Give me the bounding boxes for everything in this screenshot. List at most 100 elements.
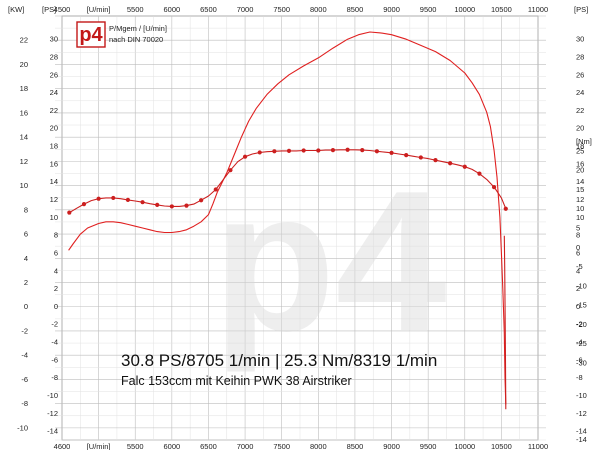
y-kw-tick-label: 16 — [20, 108, 28, 117]
y-ps-right-tick-label: 30 — [576, 35, 584, 44]
x-tick-label-bottom: 9500 — [420, 442, 437, 450]
x-tick-label-bottom: 7500 — [273, 442, 290, 450]
y-nm-tick-label: 5 — [576, 224, 580, 233]
torque-marker — [184, 203, 189, 208]
y-ps-left-tick-label: 18 — [50, 142, 58, 151]
y-ps-left-tick-label: 2 — [54, 284, 58, 293]
y-ps-right-tick-label: 26 — [576, 70, 584, 79]
x-tick-label-top: 4500 — [54, 5, 71, 14]
y-ps-right-tick-label: 12 — [576, 195, 584, 204]
y-nm-tick-label: -15 — [576, 301, 587, 310]
y-ps-right-tick-label: 2 — [576, 284, 580, 293]
x-tick-label-bottom: 10000 — [454, 442, 475, 450]
y-kw-tick-label: -8 — [21, 399, 28, 408]
y-ps-right-tick-label: -14 — [576, 427, 587, 436]
y-kw-tick-label: 20 — [20, 60, 28, 69]
x-tick-label-top: [U/min] — [87, 5, 111, 14]
torque-marker — [374, 149, 379, 154]
y-ps-right-tick-label: -2 — [576, 320, 583, 329]
y-ps-left-tick-label: -12 — [47, 409, 58, 418]
y-ps-left-tick-label: 4 — [54, 266, 58, 275]
x-tick-label-top: 8000 — [310, 5, 327, 14]
x-tick-label-top: 6000 — [164, 5, 181, 14]
y-kw-tick-label: 18 — [20, 84, 28, 93]
y-kw-tick-label: -2 — [21, 326, 28, 335]
y-ps-right-tick-label: -4 — [576, 338, 583, 347]
y-nm-tick-label: -20 — [576, 320, 587, 329]
torque-marker — [503, 206, 508, 211]
y-ps-left-tick-label: -2 — [51, 320, 58, 329]
y-ps-left-tick-label: 24 — [50, 88, 58, 97]
y-ps-right-tick-label: 14 — [576, 177, 584, 186]
torque-marker — [155, 202, 160, 207]
y-ps-left-tick-label: -10 — [47, 391, 58, 400]
torque-marker — [125, 197, 131, 202]
y-ps-right-unit-label: [PS] — [574, 5, 588, 14]
y-ps-right-tick-label: 8 — [576, 231, 580, 240]
torque-marker — [286, 148, 292, 154]
torque-marker — [330, 148, 336, 153]
y-ps-left-tick-label: 8 — [54, 231, 58, 240]
watermark-text: p4 — [213, 150, 446, 373]
y-kw-tick-label: 4 — [24, 254, 28, 263]
x-tick-label-top: 6500 — [200, 5, 217, 14]
torque-marker — [433, 158, 438, 163]
logo-line2: nach DIN 70020 — [109, 35, 163, 44]
x-tick-label-bottom: 11000 — [528, 442, 548, 450]
x-tick-label-bottom: 8000 — [310, 442, 327, 450]
y-kw-tick-label: 8 — [24, 205, 28, 214]
y-nm-tick-label: 10 — [576, 204, 584, 213]
torque-marker — [477, 171, 482, 176]
y-kw-tick-label: -4 — [21, 351, 28, 360]
logo-line1: P/Mgem / [U/min] — [109, 24, 167, 33]
y-nm-tick-label: 20 — [576, 166, 584, 175]
y-ps-left-tick-label: 10 — [50, 213, 58, 222]
y-ps-left-tick-label: 6 — [54, 248, 58, 257]
y-ps-left-tick-label: -14 — [47, 427, 58, 436]
x-tick-label-top: 9000 — [383, 5, 400, 14]
torque-marker — [448, 161, 453, 166]
torque-marker — [389, 150, 394, 155]
y-ps-left-tick-label: 16 — [50, 159, 58, 168]
x-tick-label-bottom: 9000 — [383, 442, 400, 450]
torque-marker — [67, 210, 72, 215]
y-kw-tick-label: 22 — [20, 36, 28, 45]
y-kw-tick-label: -6 — [21, 375, 28, 384]
torque-marker — [316, 148, 321, 153]
torque-marker — [213, 187, 218, 192]
x-tick-label-bottom: 8500 — [347, 442, 364, 450]
y-kw-tick-label: -10 — [17, 423, 28, 432]
x-tick-label-top: 9500 — [420, 5, 437, 14]
y-nm-tick-label: -30 — [576, 358, 587, 367]
torque-marker — [111, 195, 116, 201]
y-ps-left-tick-label: -8 — [51, 373, 58, 382]
y-ps-left-unit-label: [PS] — [42, 5, 56, 14]
chart-axes: 45004600[U/min][U/min]550055006000600065… — [8, 5, 592, 451]
y-ps-right-tick-label: 4 — [576, 266, 580, 275]
x-tick-label-bottom: 7000 — [237, 442, 254, 450]
y-nm-tick-label: -25 — [576, 339, 587, 348]
x-tick-label-bottom: 10500 — [491, 442, 512, 450]
x-tick-label-top: 10000 — [454, 5, 475, 14]
y-ps-right-tick-label: 20 — [576, 124, 584, 133]
y-ps-right-tick-label: 18 — [576, 142, 584, 151]
x-tick-label-top: 11000 — [528, 5, 548, 14]
torque-marker — [242, 154, 248, 159]
y-ps-right-tick-label: -10 — [576, 391, 587, 400]
y-ps-left-tick-label: 12 — [50, 195, 58, 204]
y-ps-right-tick-label: 22 — [576, 106, 584, 115]
y-kw-unit-label: [KW] — [8, 5, 24, 14]
watermark: p4 — [213, 150, 446, 373]
y-kw-tick-label: 10 — [20, 181, 28, 190]
chart-series — [67, 31, 508, 410]
chart-grid — [55, 15, 546, 441]
x-tick-label-top: 7000 — [237, 5, 254, 14]
y-nm-tick-label: 0 — [576, 243, 580, 252]
x-tick-label-top: 10500 — [491, 5, 512, 14]
logo-mark: p4 — [79, 24, 103, 46]
y-kw-tick-label: 12 — [20, 157, 28, 166]
power-curve — [68, 31, 507, 405]
x-tick-label-bottom: 6000 — [164, 442, 181, 450]
y-kw-tick-label: 0 — [24, 302, 28, 311]
y-ps-right-tick-label: 10 — [576, 213, 584, 222]
